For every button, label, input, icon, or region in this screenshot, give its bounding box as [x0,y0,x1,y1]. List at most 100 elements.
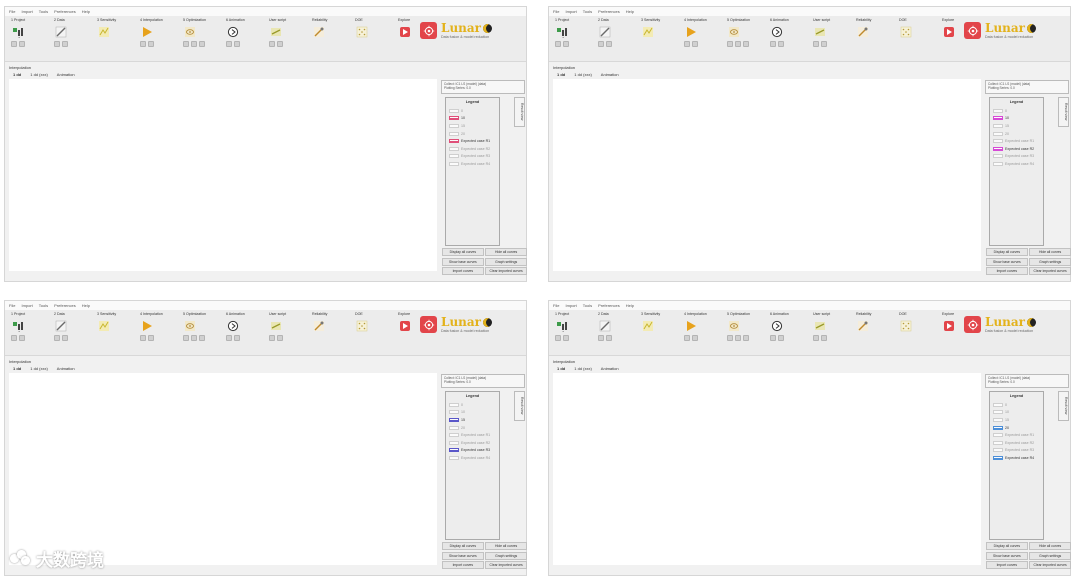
tab-3[interactable]: Animation [56,72,75,77]
result-view-tab[interactable]: Result view [1058,391,1069,421]
legend-swatch[interactable] [993,440,1003,445]
legend-item[interactable]: Expected case R2 [449,145,496,153]
explore-icon[interactable] [398,319,411,332]
display-all-curves-button[interactable]: Display all curves [442,248,484,256]
project-icon[interactable]: 05101520253035404550556065707580850Respo… [555,319,568,332]
doe-icon[interactable] [355,25,368,38]
small-tool-icon[interactable] [770,335,776,341]
legend-item[interactable]: Expected case R1 [449,431,496,439]
result-view-tab[interactable]: Result view [1058,97,1069,127]
interpolation-icon[interactable] [140,319,153,332]
small-tool-icon[interactable] [226,41,232,47]
small-tool-icon[interactable] [226,335,232,341]
menu-item-import[interactable]: Import [21,9,33,14]
optimization-icon[interactable] [183,319,196,332]
small-tool-icon[interactable] [140,335,146,341]
show-base-curves-button[interactable]: Show base curves [986,551,1028,560]
menu-item-tools[interactable]: Tools [582,303,593,308]
legend-item[interactable]: Expected case R1 [993,137,1040,145]
hide-all-curves-button[interactable]: Hide all curves [1029,542,1071,550]
small-tool-icon[interactable] [692,335,698,341]
menu-item-file[interactable]: File [9,9,16,14]
legend-item[interactable]: Expected case R4 [449,160,496,168]
legend-item[interactable]: 15 [449,122,496,130]
small-tool-icon[interactable] [735,41,741,47]
legend-swatch[interactable] [993,433,1003,438]
small-tool-icon[interactable] [813,335,819,341]
legend-swatch[interactable] [449,116,459,121]
tab-2[interactable]: 1 dd (xxx) [30,366,48,371]
small-tool-icon[interactable] [191,335,197,341]
script-icon[interactable] [813,25,826,38]
legend-item[interactable]: Expected case R2 [993,145,1040,153]
tab-3[interactable]: Animation [600,72,619,77]
small-tool-icon[interactable] [821,335,827,341]
animation-icon[interactable] [226,319,239,332]
legend-item[interactable]: Expected case R3 [449,153,496,161]
legend-item[interactable]: 0 [449,401,496,409]
small-tool-icon[interactable] [735,335,741,341]
menu-item-file[interactable]: File [553,303,560,308]
legend-swatch[interactable] [449,455,459,460]
small-tool-icon[interactable] [770,41,776,47]
small-tool-icon[interactable] [821,41,827,47]
legend-swatch[interactable] [993,402,1003,407]
small-tool-icon[interactable] [692,41,698,47]
legend-swatch[interactable] [449,433,459,438]
sensitivity-icon[interactable] [97,25,110,38]
menu-item-preferences[interactable]: Preferences [54,9,76,14]
legend-swatch[interactable] [993,154,1003,159]
menu-item-import[interactable]: Import [21,303,33,308]
show-base-curves-button[interactable]: Show base curves [442,551,484,560]
legend-swatch[interactable] [449,402,459,407]
legend-item[interactable]: Expected case R3 [993,447,1040,455]
legend-swatch[interactable] [449,448,459,453]
small-tool-icon[interactable] [684,41,690,47]
small-tool-icon[interactable] [19,335,25,341]
graph-settings-button[interactable]: Graph settings [1029,257,1071,266]
optimization-icon[interactable] [183,25,196,38]
legend-item[interactable]: 15 [993,122,1040,130]
small-tool-icon[interactable] [191,41,197,47]
legend-swatch[interactable] [993,425,1003,430]
menu-item-help[interactable]: Help [625,303,634,308]
legend-item[interactable]: 20 [993,130,1040,138]
small-tool-icon[interactable] [606,335,612,341]
optimization-icon[interactable] [727,319,740,332]
explore-icon[interactable] [942,319,955,332]
menu-item-help[interactable]: Help [81,303,90,308]
tab-2[interactable]: 1 dd (xxx) [574,366,592,371]
small-tool-icon[interactable] [743,41,749,47]
legend-item[interactable]: 10 [993,409,1040,417]
small-tool-icon[interactable] [234,335,240,341]
menu-item-file[interactable]: File [9,303,16,308]
menu-item-preferences[interactable]: Preferences [54,303,76,308]
result-view-tab[interactable]: Result view [514,97,525,127]
display-all-curves-button[interactable]: Display all curves [986,542,1028,550]
graph-settings-button[interactable]: Graph settings [485,257,527,266]
import-curves-button[interactable]: Import curves [986,561,1028,569]
animation-icon[interactable] [226,25,239,38]
legend-item[interactable]: Expected case R3 [993,153,1040,161]
data-icon[interactable] [54,319,67,332]
script-icon[interactable] [269,319,282,332]
reliability-icon[interactable] [312,25,325,38]
small-tool-icon[interactable] [563,41,569,47]
data-icon[interactable] [598,319,611,332]
legend-item[interactable]: 10 [993,115,1040,123]
hide-all-curves-button[interactable]: Hide all curves [485,542,527,550]
legend-swatch[interactable] [993,131,1003,136]
sensitivity-icon[interactable] [641,25,654,38]
clear-imported-curves-button[interactable]: Clear imported curves [485,561,527,569]
script-icon[interactable] [269,25,282,38]
small-tool-icon[interactable] [606,41,612,47]
menu-item-tools[interactable]: Tools [582,9,593,14]
small-tool-icon[interactable] [277,335,283,341]
small-tool-icon[interactable] [727,335,733,341]
legend-item[interactable]: Expected case R4 [449,454,496,462]
interpolation-icon[interactable] [140,25,153,38]
small-tool-icon[interactable] [62,41,68,47]
result-view-tab[interactable]: Result view [514,391,525,421]
legend-swatch[interactable] [449,146,459,151]
menu-item-preferences[interactable]: Preferences [598,9,620,14]
